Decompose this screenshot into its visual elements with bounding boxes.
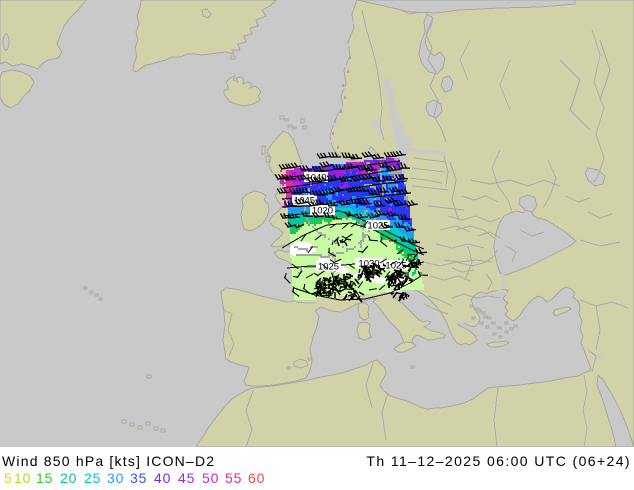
svg-text:1025: 1025 — [367, 221, 388, 232]
svg-text:60: 60 — [248, 470, 265, 486]
svg-text:1020: 1020 — [312, 206, 333, 217]
svg-text:15: 15 — [36, 470, 53, 486]
svg-text:50: 50 — [202, 470, 219, 486]
svg-text:45: 45 — [178, 470, 195, 486]
svg-text:30: 30 — [107, 470, 124, 486]
svg-text:Th 11–12–2025 06:00 UTC (06+24: Th 11–12–2025 06:00 UTC (06+24) — [366, 453, 631, 469]
svg-text:10: 10 — [14, 470, 31, 486]
svg-text:1030: 1030 — [358, 259, 379, 270]
svg-text:35: 35 — [130, 470, 147, 486]
svg-text:5: 5 — [4, 470, 13, 486]
svg-text:20: 20 — [60, 470, 77, 486]
svg-text:Wind 850 hPa [kts] ICON–D2: Wind 850 hPa [kts] ICON–D2 — [2, 453, 215, 469]
svg-text:1025: 1025 — [385, 261, 406, 272]
svg-text:55: 55 — [225, 470, 242, 486]
svg-text:40: 40 — [154, 470, 171, 486]
svg-text:25: 25 — [84, 470, 101, 486]
svg-text:1025: 1025 — [318, 262, 339, 273]
svg-text:1045: 1045 — [294, 196, 315, 207]
